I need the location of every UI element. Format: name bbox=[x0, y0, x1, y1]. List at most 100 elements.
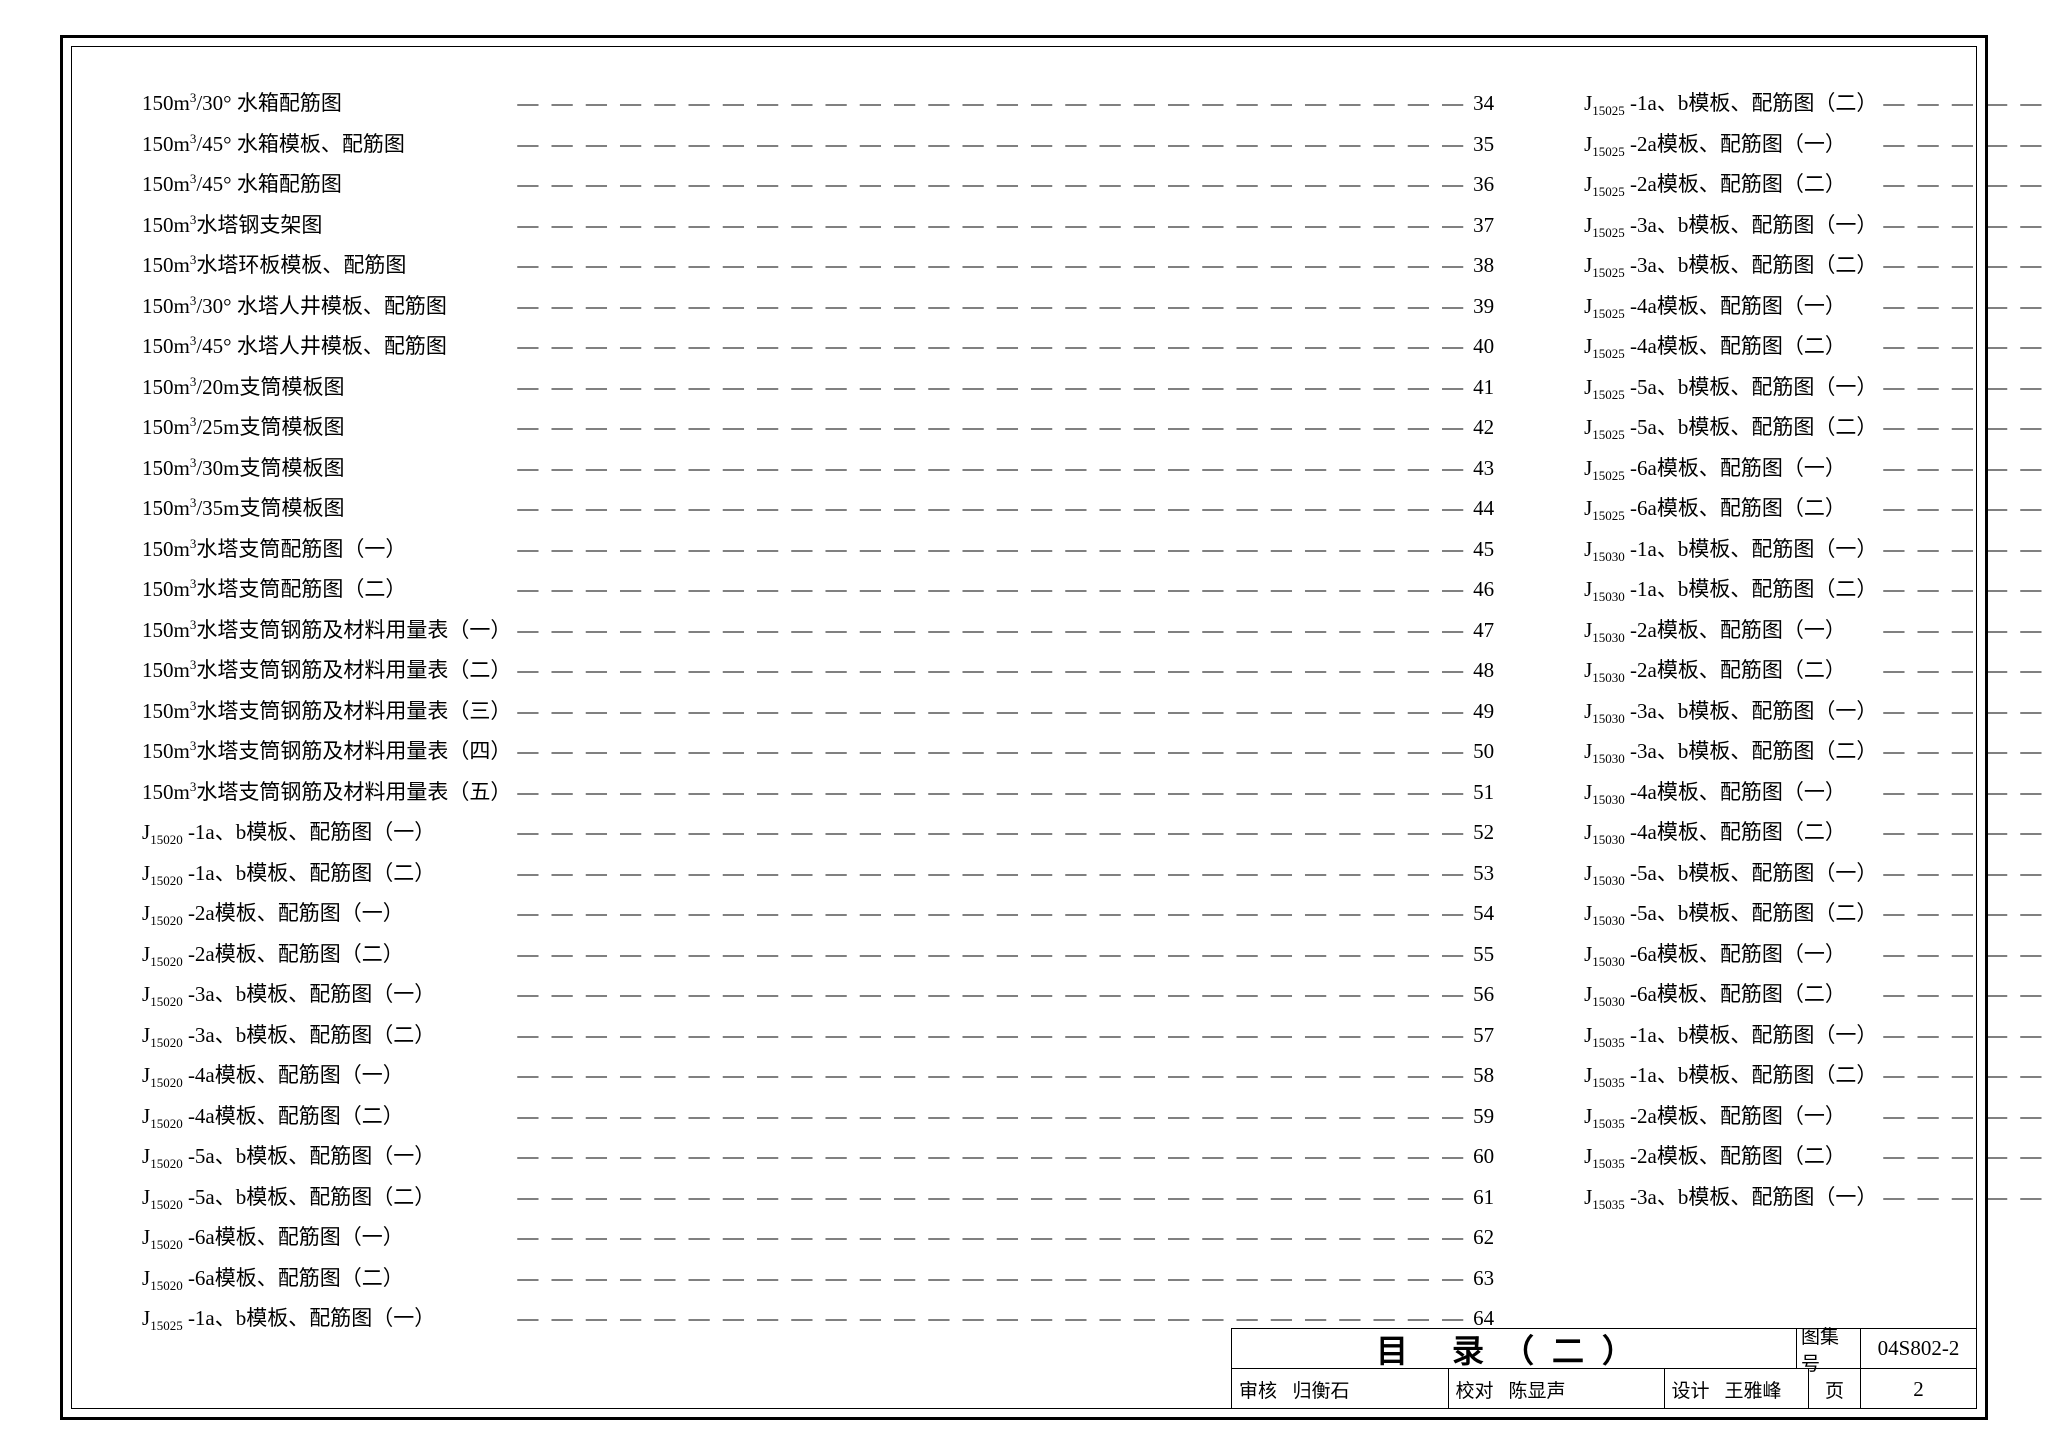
toc-entry-page: 60 bbox=[1473, 1144, 1494, 1169]
design-name: 王雅峰 bbox=[1716, 1369, 1790, 1409]
toc-entry-page: 43 bbox=[1473, 456, 1494, 481]
toc-row: J15030 -5a、b模板、配筋图（二）— — — — — — — — — —… bbox=[1584, 897, 2048, 938]
toc-entry-label: 150m3水塔支筒钢筋及材料用量表（一） bbox=[142, 614, 511, 644]
toc-row: 150m3水塔支筒钢筋及材料用量表（三）— — — — — — — — — — … bbox=[142, 695, 1494, 736]
toc-leader-dashes: — — — — — — — — — — — — — — — — — — — — … bbox=[404, 1063, 1473, 1088]
toc-entry-label: J15020 -1a、b模板、配筋图（二） bbox=[142, 857, 435, 889]
toc-row: 150m3/20m支筒模板图— — — — — — — — — — — — — … bbox=[142, 371, 1494, 412]
toc-entry-page: 39 bbox=[1473, 294, 1494, 319]
toc-row: J15030 -2a模板、配筋图（二）— — — — — — — — — — —… bbox=[1584, 654, 2048, 695]
toc-row: J15020 -3a、b模板、配筋图（二）— — — — — — — — — —… bbox=[142, 1019, 1494, 1060]
toc-leader-dashes: — — — — — — — — — — — — — — — — — — — — … bbox=[345, 456, 1474, 481]
toc-leader-dashes: — — — — — — — — — — — — — — — — — — — — … bbox=[404, 901, 1473, 926]
toc-entry-label: J15025 -4a模板、配筋图（二） bbox=[1584, 330, 1846, 362]
toc-entry-label: 150m3/45° 水箱配筋图 bbox=[142, 168, 342, 198]
toc-entry-label: J15025 -5a、b模板、配筋图（二） bbox=[1584, 411, 1877, 443]
toc-row: J15030 -6a模板、配筋图（一）— — — — — — — — — — —… bbox=[1584, 938, 2048, 979]
toc-content: 150m3/30° 水箱配筋图— — — — — — — — — — — — —… bbox=[142, 87, 1922, 1343]
toc-entry-label: 150m3水塔钢支架图 bbox=[142, 209, 322, 239]
toc-entry-label: 150m3/25m支筒模板图 bbox=[142, 411, 345, 441]
toc-leader-dashes: — — — — — — — — — — — — — — — — — — — — … bbox=[1846, 294, 2048, 319]
toc-entry-label: J15025 -6a模板、配筋图（一） bbox=[1584, 452, 1846, 484]
toc-entry-label: J15020 -2a模板、配筋图（一） bbox=[142, 897, 404, 929]
toc-entry-label: J15030 -5a、b模板、配筋图（二） bbox=[1584, 897, 1877, 929]
toc-row: 150m3水塔钢支架图— — — — — — — — — — — — — — —… bbox=[142, 209, 1494, 250]
toc-entry-label: J15025 -3a、b模板、配筋图（二） bbox=[1584, 249, 1877, 281]
toc-row: 150m3水塔支筒钢筋及材料用量表（二）— — — — — — — — — — … bbox=[142, 654, 1494, 695]
toc-entry-page: 35 bbox=[1473, 132, 1494, 157]
toc-row: J15035 -1a、b模板、配筋图（一）— — — — — — — — — —… bbox=[1584, 1019, 2048, 1060]
toc-entry-page: 59 bbox=[1473, 1104, 1494, 1129]
toc-leader-dashes: — — — — — — — — — — — — — — — — — — — — … bbox=[1846, 334, 2048, 359]
toc-entry-label: 150m3/30m支筒模板图 bbox=[142, 452, 345, 482]
toc-row: J15020 -2a模板、配筋图（一）— — — — — — — — — — —… bbox=[142, 897, 1494, 938]
toc-entry-label: J15025 -4a模板、配筋图（一） bbox=[1584, 290, 1846, 322]
toc-entry-label: 150m3/45° 水塔人井模板、配筋图 bbox=[142, 330, 447, 360]
toc-leader-dashes: — — — — — — — — — — — — — — — — — — — — … bbox=[406, 537, 1473, 562]
design-label: 设计 bbox=[1664, 1369, 1716, 1409]
toc-leader-dashes: — — — — — — — — — — — — — — — — — — — — … bbox=[342, 91, 1473, 116]
toc-row: J15030 -2a模板、配筋图（一）— — — — — — — — — — —… bbox=[1584, 614, 2048, 655]
toc-leader-dashes: — — — — — — — — — — — — — — — — — — — — … bbox=[435, 1185, 1473, 1210]
toc-leader-dashes: — — — — — — — — — — — — — — — — — — — — … bbox=[345, 415, 1474, 440]
toc-leader-dashes: — — — — — — — — — — — — — — — — — — — — … bbox=[1877, 537, 2048, 562]
toc-leader-dashes: — — — — — — — — — — — — — — — — — — — — … bbox=[1846, 658, 2048, 683]
toc-leader-dashes: — — — — — — — — — — — — — — — — — — — — … bbox=[1877, 699, 2048, 724]
toc-entry-page: 34 bbox=[1473, 91, 1494, 116]
toc-row: J15030 -1a、b模板、配筋图（一）— — — — — — — — — —… bbox=[1584, 533, 2048, 574]
toc-entry-page: 42 bbox=[1473, 415, 1494, 440]
toc-entry-label: J15020 -2a模板、配筋图（二） bbox=[142, 938, 404, 970]
toc-entry-label: 150m3/20m支筒模板图 bbox=[142, 371, 345, 401]
toc-row: J15025 -2a模板、配筋图（一）— — — — — — — — — — —… bbox=[1584, 128, 2048, 169]
check-label: 校对 bbox=[1448, 1369, 1500, 1409]
toc-row: 150m3/30m支筒模板图— — — — — — — — — — — — — … bbox=[142, 452, 1494, 493]
toc-entry-label: J15030 -3a、b模板、配筋图（二） bbox=[1584, 735, 1877, 767]
design-signature bbox=[1790, 1369, 1808, 1409]
toc-leader-dashes: — — — — — — — — — — — — — — — — — — — — … bbox=[404, 942, 1473, 967]
toc-entry-label: 150m3水塔支筒配筋图（二） bbox=[142, 573, 406, 603]
toc-row: 150m3/45° 水塔人井模板、配筋图— — — — — — — — — — … bbox=[142, 330, 1494, 371]
toc-leader-dashes: — — — — — — — — — — — — — — — — — — — — … bbox=[1877, 91, 2048, 116]
toc-entry-label: 150m3/30° 水箱配筋图 bbox=[142, 87, 342, 117]
toc-row: J15030 -4a模板、配筋图（二）— — — — — — — — — — —… bbox=[1584, 816, 2048, 857]
toc-entry-label: J15025 -1a、b模板、配筋图（一） bbox=[142, 1302, 435, 1334]
toc-entry-label: J15020 -5a、b模板、配筋图（一） bbox=[142, 1140, 435, 1172]
toc-entry-label: J15035 -2a模板、配筋图（一） bbox=[1584, 1100, 1846, 1132]
toc-leader-dashes: — — — — — — — — — — — — — — — — — — — — … bbox=[406, 253, 1473, 278]
toc-entry-page: 38 bbox=[1473, 253, 1494, 278]
toc-leader-dashes: — — — — — — — — — — — — — — — — — — — — … bbox=[1846, 942, 2048, 967]
toc-row: J15025 -1a、b模板、配筋图（二）— — — — — — — — — —… bbox=[1584, 87, 2048, 128]
check-name: 陈显声 bbox=[1500, 1369, 1574, 1409]
toc-entry-page: 45 bbox=[1473, 537, 1494, 562]
toc-row: J15020 -2a模板、配筋图（二）— — — — — — — — — — —… bbox=[142, 938, 1494, 979]
toc-row: J15030 -5a、b模板、配筋图（一）— — — — — — — — — —… bbox=[1584, 857, 2048, 898]
toc-entry-page: 36 bbox=[1473, 172, 1494, 197]
toc-row: 150m3水塔支筒钢筋及材料用量表（五）— — — — — — — — — — … bbox=[142, 776, 1494, 817]
toc-entry-label: J15025 -1a、b模板、配筋图（二） bbox=[1584, 87, 1877, 119]
toc-row: J15025 -3a、b模板、配筋图（二）— — — — — — — — — —… bbox=[1584, 249, 2048, 290]
toc-leader-dashes: — — — — — — — — — — — — — — — — — — — — … bbox=[1846, 456, 2048, 481]
toc-row: 150m3/35m支筒模板图— — — — — — — — — — — — — … bbox=[142, 492, 1494, 533]
toc-entry-label: J15030 -6a模板、配筋图（一） bbox=[1584, 938, 1846, 970]
toc-row: J15030 -4a模板、配筋图（一）— — — — — — — — — — —… bbox=[1584, 776, 2048, 817]
toc-entry-page: 57 bbox=[1473, 1023, 1494, 1048]
toc-leader-dashes: — — — — — — — — — — — — — — — — — — — — … bbox=[1877, 375, 2048, 400]
toc-leader-dashes: — — — — — — — — — — — — — — — — — — — — … bbox=[406, 577, 1473, 602]
toc-entry-label: J15020 -4a模板、配筋图（一） bbox=[142, 1059, 404, 1091]
toc-entry-label: 150m3/35m支筒模板图 bbox=[142, 492, 345, 522]
toc-entry-label: J15025 -2a模板、配筋图（一） bbox=[1584, 128, 1846, 160]
toc-row: J15020 -3a、b模板、配筋图（一）— — — — — — — — — —… bbox=[142, 978, 1494, 1019]
toc-entry-page: 46 bbox=[1473, 577, 1494, 602]
toc-row: J15025 -6a模板、配筋图（二）— — — — — — — — — — —… bbox=[1584, 492, 2048, 533]
toc-column-left: 150m3/30° 水箱配筋图— — — — — — — — — — — — —… bbox=[142, 87, 1494, 1343]
toc-entry-label: J15020 -5a、b模板、配筋图（二） bbox=[142, 1181, 435, 1213]
toc-leader-dashes: — — — — — — — — — — — — — — — — — — — — … bbox=[1846, 982, 2048, 1007]
toc-entry-page: 53 bbox=[1473, 861, 1494, 886]
toc-leader-dashes: — — — — — — — — — — — — — — — — — — — — … bbox=[1846, 820, 2048, 845]
toc-leader-dashes: — — — — — — — — — — — — — — — — — — — — … bbox=[1846, 1104, 2048, 1129]
toc-row: 150m3水塔支筒配筋图（一）— — — — — — — — — — — — —… bbox=[142, 533, 1494, 574]
toc-row: J15020 -6a模板、配筋图（二）— — — — — — — — — — —… bbox=[142, 1262, 1494, 1303]
toc-entry-page: 40 bbox=[1473, 334, 1494, 359]
toc-entry-page: 51 bbox=[1473, 780, 1494, 805]
toc-leader-dashes: — — — — — — — — — — — — — — — — — — — — … bbox=[1877, 415, 2048, 440]
